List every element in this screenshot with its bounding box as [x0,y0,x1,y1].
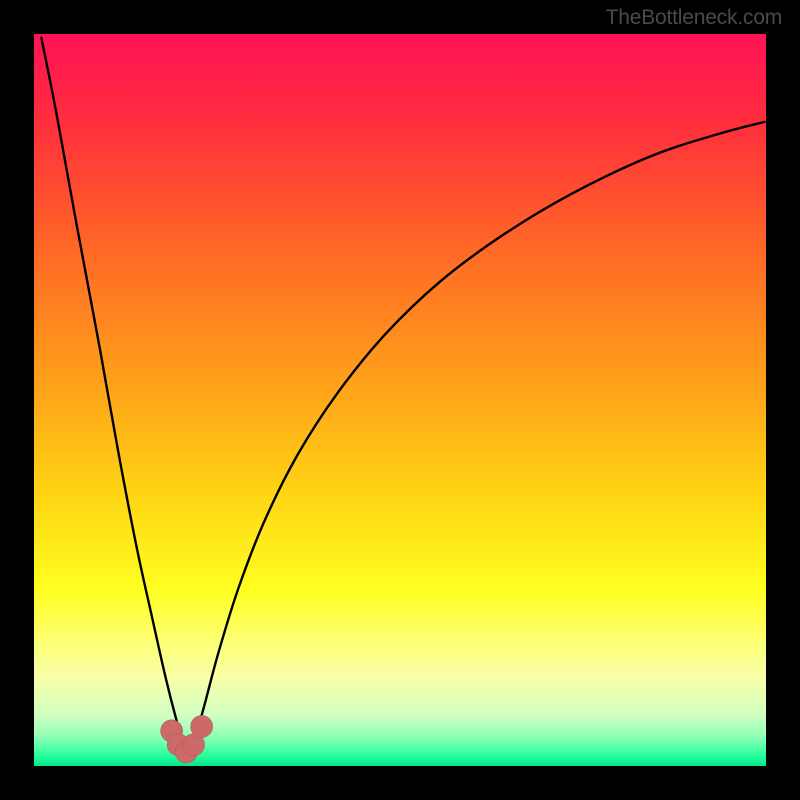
curve-right-branch [188,122,765,755]
plot-area [34,34,766,766]
marker-point [191,715,213,737]
curve-left-branch [41,38,187,755]
watermark-text: TheBottleneck.com [606,6,782,30]
curve-layer [34,34,766,766]
